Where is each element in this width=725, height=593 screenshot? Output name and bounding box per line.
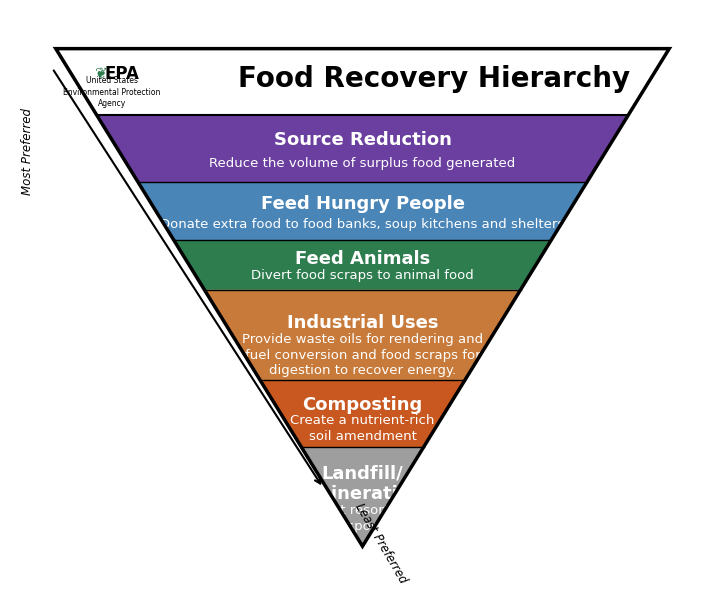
Text: Composting: Composting: [302, 396, 423, 414]
Polygon shape: [56, 49, 669, 116]
Text: Industrial Uses: Industrial Uses: [287, 314, 438, 332]
Text: United States
Environmental Protection
Agency: United States Environmental Protection A…: [63, 76, 160, 107]
Text: Divert food scraps to animal food: Divert food scraps to animal food: [251, 269, 474, 282]
Text: ❦: ❦: [94, 66, 107, 81]
Text: Least Preferred: Least Preferred: [352, 501, 409, 586]
Polygon shape: [97, 116, 628, 182]
Text: Donate extra food to food banks, soup kitchens and shelters: Donate extra food to food banks, soup ki…: [160, 218, 565, 231]
Polygon shape: [204, 290, 521, 380]
Polygon shape: [174, 240, 551, 290]
Text: Create a nutrient-rich
soil amendment: Create a nutrient-rich soil amendment: [290, 414, 435, 443]
Text: Source Reduction: Source Reduction: [273, 131, 452, 149]
Text: Feed Animals: Feed Animals: [295, 250, 430, 267]
Polygon shape: [302, 447, 423, 546]
Polygon shape: [260, 380, 465, 447]
Text: EPA: EPA: [105, 65, 140, 82]
Text: Most Preferred: Most Preferred: [20, 108, 33, 195]
Text: Provide waste oils for rendering and
fuel conversion and food scraps for
digesti: Provide waste oils for rendering and fue…: [242, 333, 483, 377]
Text: Landfill/
Incineration: Landfill/ Incineration: [302, 465, 423, 503]
Polygon shape: [138, 182, 587, 240]
Text: Feed Hungry People: Feed Hungry People: [260, 195, 465, 213]
Text: Last resort to
disposal: Last resort to disposal: [318, 504, 407, 533]
Text: Food Recovery Hierarchy: Food Recovery Hierarchy: [238, 65, 630, 93]
Text: Reduce the volume of surplus food generated: Reduce the volume of surplus food genera…: [210, 157, 515, 170]
